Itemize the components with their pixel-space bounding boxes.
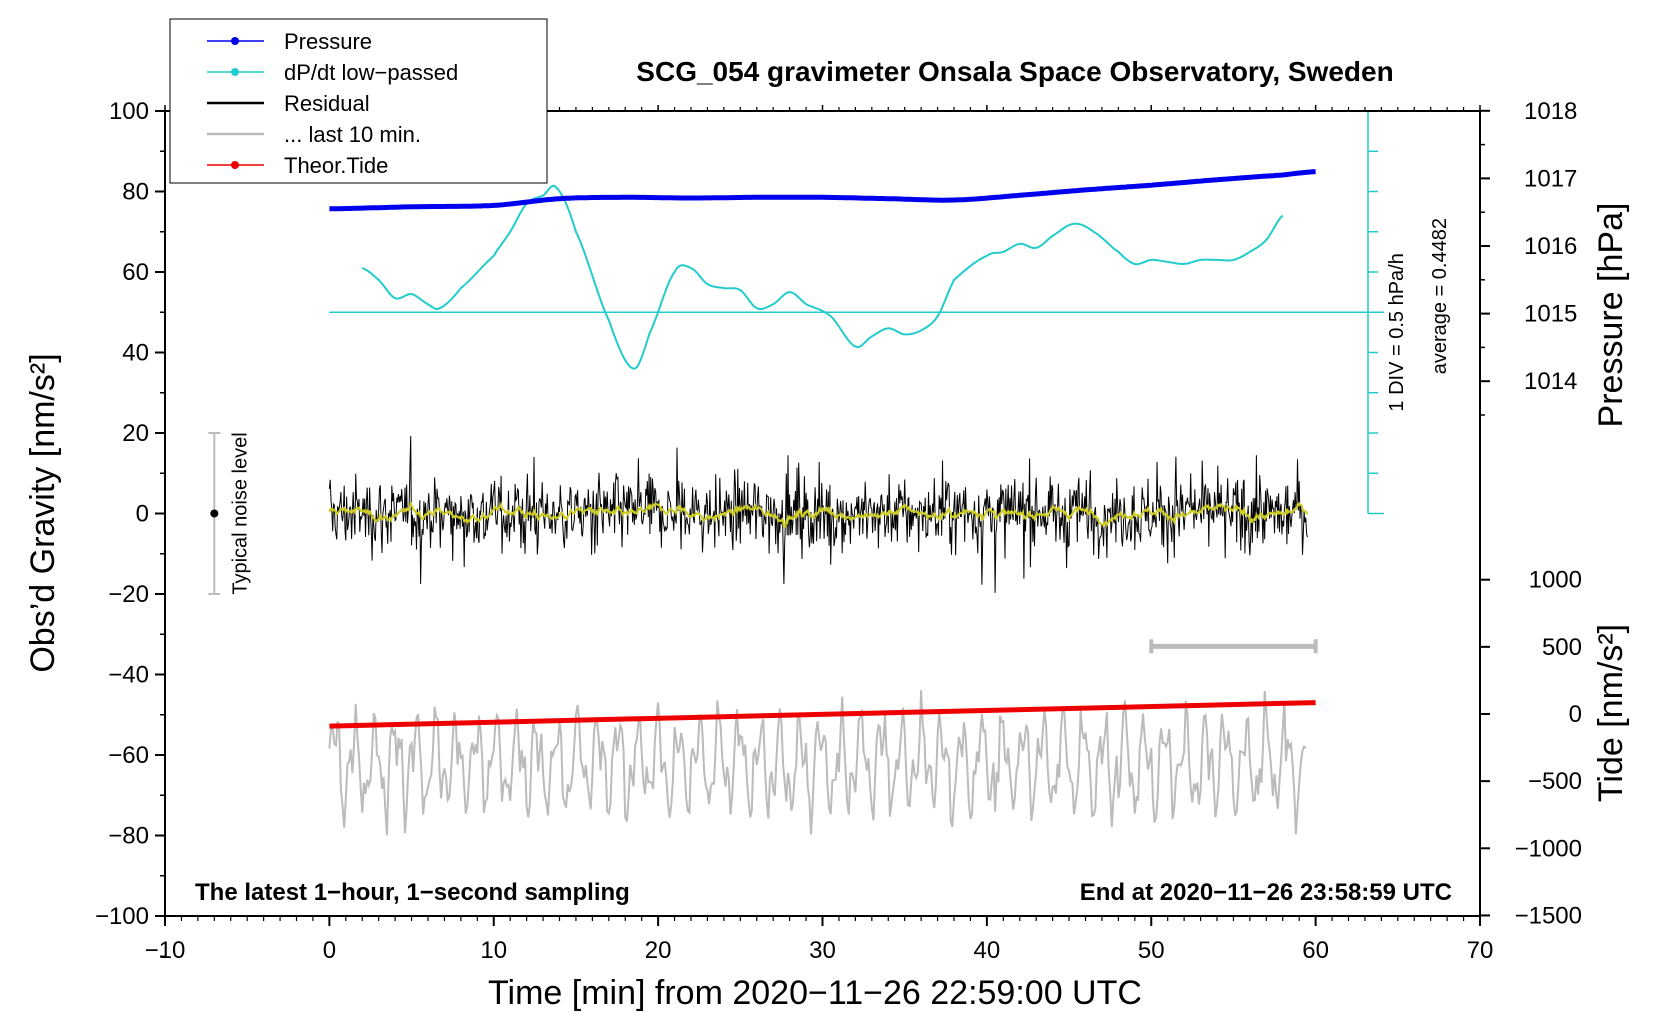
residual-smoothed-trace — [328, 500, 1309, 529]
x-tick-label: 40 — [974, 937, 1001, 964]
y-tick-label: 0 — [136, 501, 149, 528]
legend-label: Theor.Tide — [284, 153, 388, 178]
x-tick-label: −10 — [145, 937, 186, 964]
legend-label: ... last 10 min. — [284, 122, 421, 147]
tide-tick-label: 1000 — [1529, 567, 1582, 594]
pressure-tick-label: 1017 — [1524, 165, 1577, 192]
y-tick-label: 40 — [122, 340, 149, 367]
legend-group: Pressure dP/dt low−passed Residual ... last… — [169, 18, 548, 184]
pressure-tick-label: 1016 — [1524, 233, 1577, 260]
y-tick-label: 20 — [122, 420, 149, 447]
tide-trace — [329, 700, 1316, 729]
bottom-left-note: The latest 1−hour, 1−second sampling — [195, 879, 630, 906]
tide-tick-label: −1000 — [1515, 835, 1582, 862]
x-tick-label: 60 — [1302, 937, 1329, 964]
pressure-axis-label: Pressure [hPa] — [1592, 203, 1630, 428]
x-tick-label: 30 — [809, 937, 836, 964]
y-axis-label: Obs’d Gravity [nm/s²] — [24, 353, 62, 672]
y-tick-label: −100 — [95, 903, 149, 930]
x-tick-label: 70 — [1467, 937, 1494, 964]
y-tick-label: 100 — [109, 98, 149, 125]
tide-tick-label: −500 — [1528, 768, 1582, 795]
noise-level-dot — [210, 509, 219, 518]
traces-group — [208, 110, 1384, 836]
bottom-right-note: End at 2020−11−26 23:58:59 UTC — [1080, 879, 1452, 906]
y-tick-label: 60 — [122, 259, 149, 286]
legend-label: Residual — [284, 91, 370, 116]
dpdt-div-label: 1 DIV = 0.5 hPa/h — [1386, 253, 1408, 411]
tide-tick-label: 500 — [1542, 634, 1582, 661]
noise-level-label: Typical noise level — [229, 432, 251, 594]
chart-title: SCG_054 gravimeter Onsala Space Observat… — [636, 56, 1393, 87]
last-10-min-trace — [328, 690, 1307, 836]
x-axis-label: Time [min] from 2020−11−26 22:59:00 UTC — [488, 974, 1142, 1012]
dpdt-average-label: average = 0.4482 — [1429, 218, 1451, 374]
x-tick-label: 50 — [1138, 937, 1165, 964]
y-tick-label: −40 — [108, 662, 149, 689]
tide-axis-label: Tide [nm/s²] — [1592, 624, 1630, 802]
axes-group — [155, 105, 1490, 957]
pressure-tick-label: 1015 — [1524, 301, 1577, 328]
y-tick-label: 80 — [122, 179, 149, 206]
dpdt-curve — [361, 184, 1284, 370]
pressure-tick-label: 1014 — [1524, 368, 1577, 395]
legend-box — [169, 18, 548, 184]
y-tick-label: −80 — [108, 823, 149, 850]
tide-tick-label: −1500 — [1515, 902, 1582, 929]
pressure-tick-label: 1018 — [1524, 98, 1577, 125]
y-tick-label: −20 — [108, 581, 149, 608]
legend-swatch-marker — [231, 68, 239, 76]
legend-swatch-marker — [231, 37, 239, 45]
legend-label: dP/dt low−passed — [284, 60, 458, 85]
x-tick-label: 20 — [645, 937, 672, 964]
x-tick-label: 10 — [480, 937, 507, 964]
x-tick-label: 0 — [323, 937, 336, 964]
y-tick-label: −60 — [108, 742, 149, 769]
residual-trace — [328, 435, 1308, 593]
pressure-trace — [329, 169, 1316, 212]
legend-label: Pressure — [284, 29, 372, 54]
legend-swatch-marker — [231, 161, 239, 169]
tide-tick-label: 0 — [1569, 701, 1582, 728]
